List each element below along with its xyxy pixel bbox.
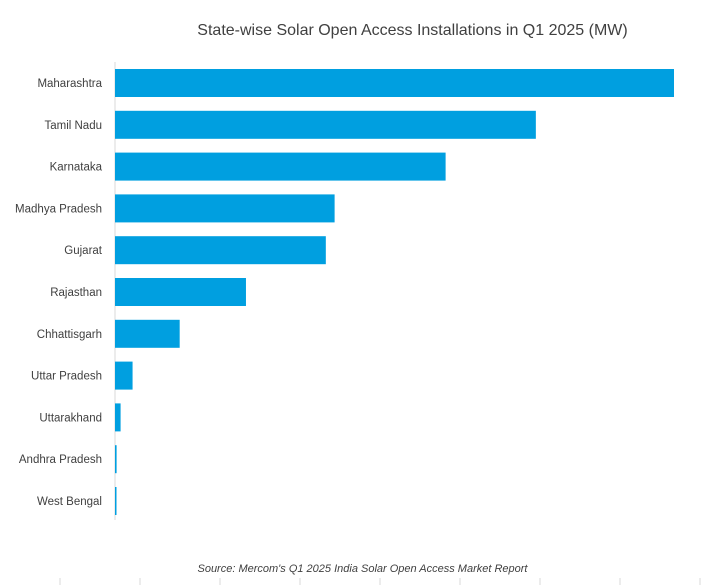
category-label: Rajasthan [50,287,102,299]
category-label: Tamil Nadu [44,120,102,132]
bar-gujarat [115,236,326,265]
category-label: Chhattisgarh [37,329,102,341]
bar-andhra-pradesh [115,445,117,474]
chart-title: State-wise Solar Open Access Installatio… [197,22,628,39]
category-label: Gujarat [64,245,103,257]
category-label: Uttar Pradesh [31,371,102,383]
bar-madhya-pradesh [115,194,335,223]
bar-tamil-nadu [115,110,536,139]
category-label: Uttarakhand [39,412,102,424]
bar-maharashtra [115,69,674,97]
bar-west-bengal [115,487,117,515]
category-label: Madhya Pradesh [15,203,102,215]
bar-chhattisgarh [115,319,180,348]
category-label: Karnataka [50,162,103,174]
category-label: Maharashtra [37,78,102,90]
bar-uttar-pradesh [115,361,133,390]
bar-uttarakhand [115,403,121,432]
bar-rajasthan [115,278,246,306]
bar-karnataka [115,152,446,181]
chart-source-note: Source: Mercom's Q1 2025 India Solar Ope… [197,563,528,575]
category-label: West Bengal [37,496,102,508]
category-label: Andhra Pradesh [19,454,102,466]
